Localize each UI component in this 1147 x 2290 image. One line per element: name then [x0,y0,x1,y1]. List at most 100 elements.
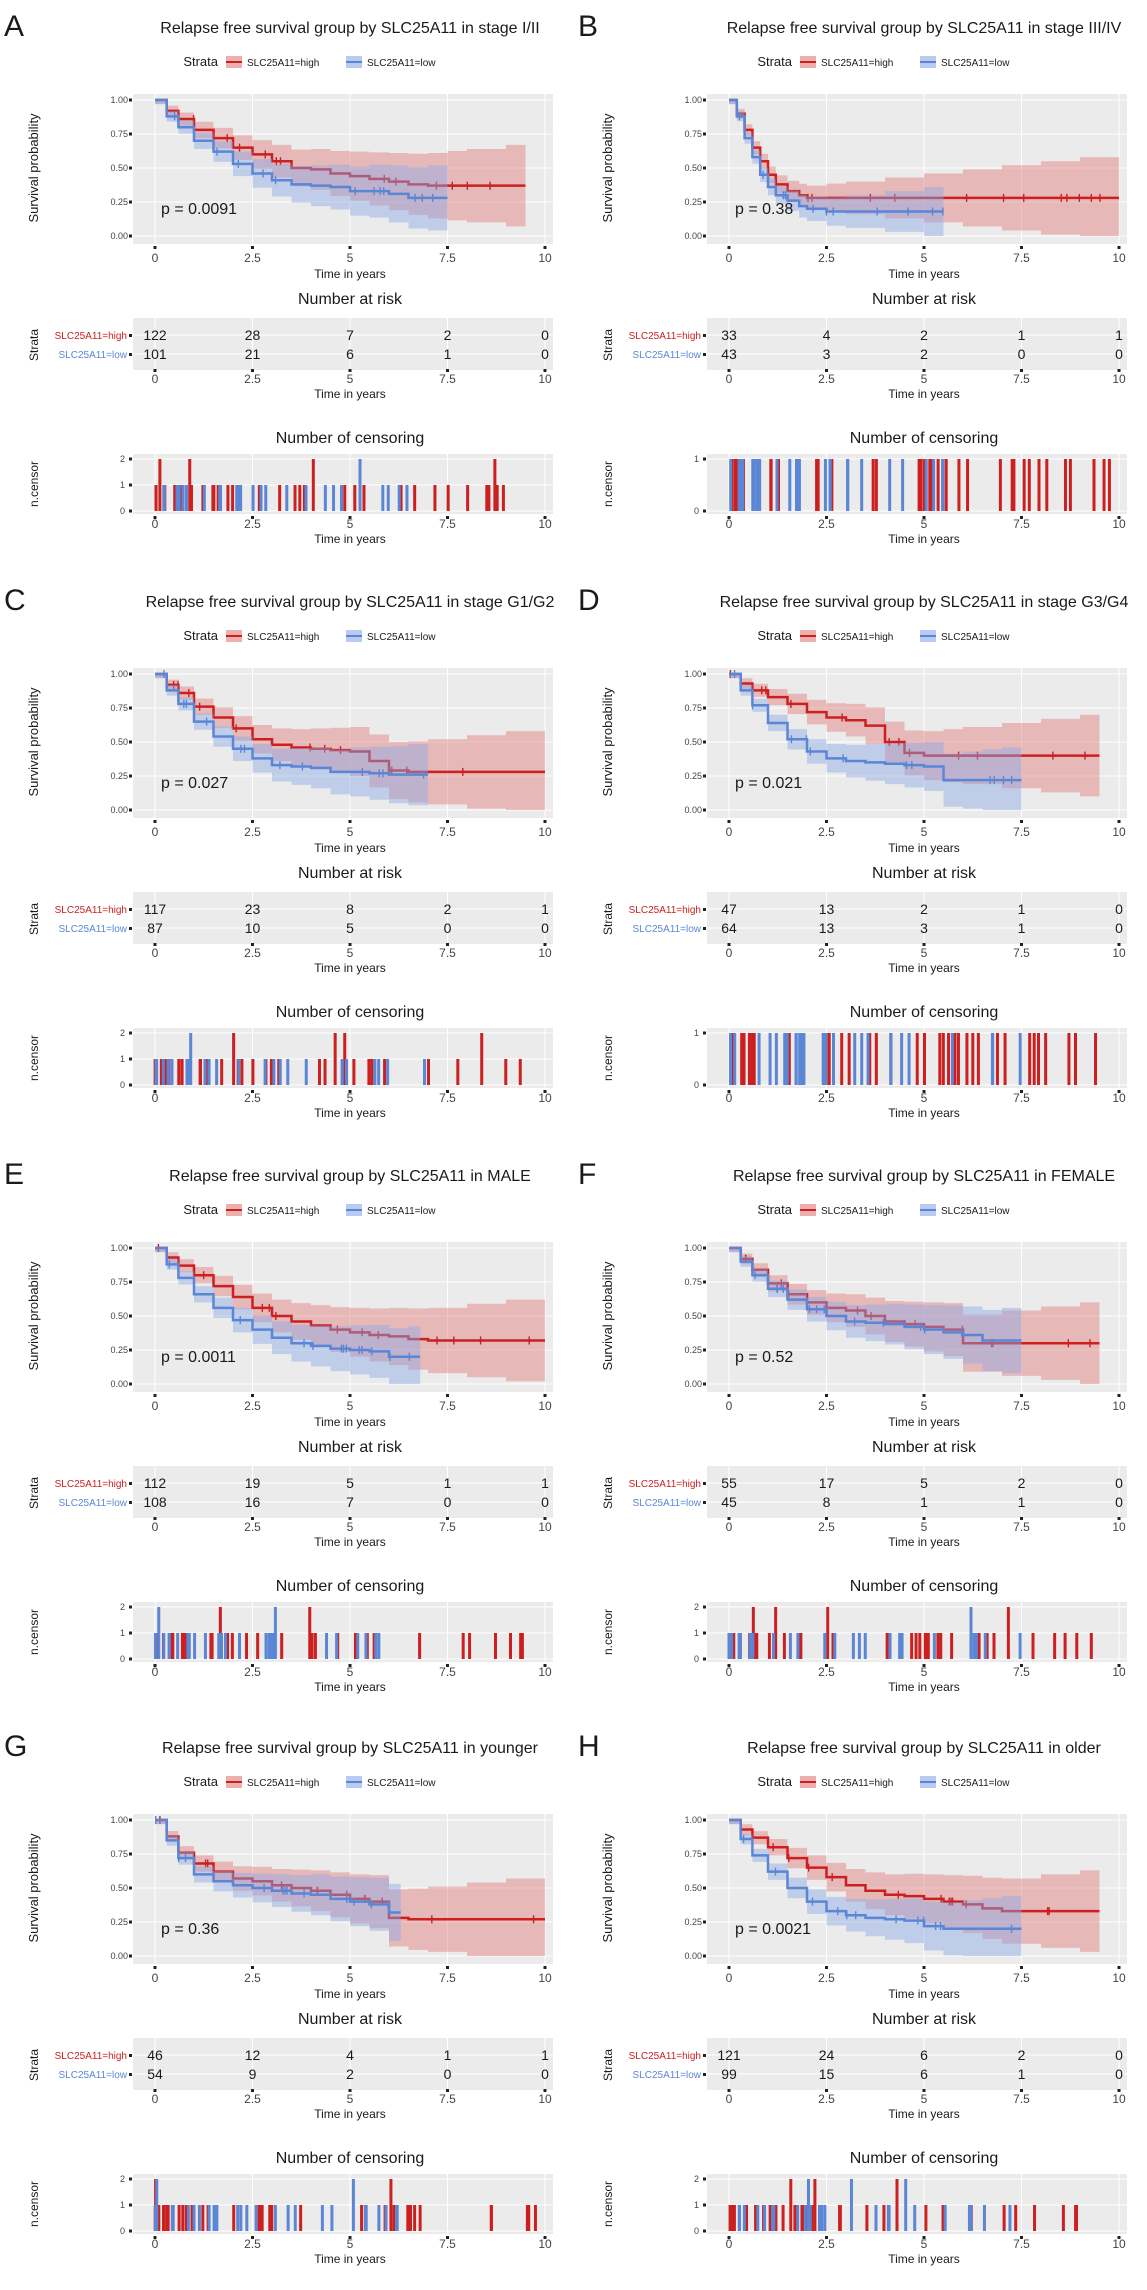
y-tick-label: 0.75 [110,129,128,139]
x-tick-mark [543,516,547,519]
censor-y-axis-label: n.censor [27,1035,41,1081]
risk-value-high: 1 [444,1475,452,1491]
legend-low-label: SLC25A11=low [941,632,1010,643]
risk-y-axis-label: Strata [601,1477,615,1509]
censor-plot-title: Number of censoring [276,2150,425,2167]
risk-table-title: Number at risk [298,2011,403,2028]
y-tick-mark [703,808,706,812]
risk-value-high: 1 [1018,327,1026,343]
y-tick-mark [129,1482,132,1485]
panel-letter: G [4,1730,27,1763]
confidence-band-low [155,100,448,233]
x-tick-label: 10 [538,1520,552,1534]
x-tick-mark [1020,516,1023,519]
x-tick-label: 7.5 [1013,1971,1030,1985]
risk-y-axis-label: Strata [27,1477,41,1509]
x-tick-mark [153,2089,157,2092]
censor-plot-title: Number of censoring [276,430,425,447]
x-tick-mark [543,943,547,946]
chart-title: Relapse free survival group by SLC25A11 … [733,1168,1115,1185]
risk-value-high: 17 [819,1475,835,1491]
censor-y-tick: 0 [694,1080,699,1090]
x-tick-label: 7.5 [439,1971,456,1985]
y-axis-label: Survival probability [26,687,41,797]
x-tick-mark [543,1394,547,1397]
x-tick-mark [153,1664,157,1667]
y-tick-label: 0.25 [110,197,128,207]
censor-y-tick: 1 [694,454,699,464]
x-tick-mark [922,2236,926,2239]
x-tick-label: 10 [1112,2237,1126,2251]
y-tick-mark [129,1852,132,1856]
y-tick-mark [129,1314,132,1318]
risk-value-low: 87 [147,920,163,936]
x-tick-label: 7.5 [439,2092,456,2106]
risk-y-axis-label: Strata [27,2049,41,2081]
risk-value-high: 2 [920,327,928,343]
x-axis-label: Time in years [888,1987,960,2001]
x-axis-label: Time in years [314,1106,386,1120]
survival-curve-high [155,1818,545,1921]
y-axis-label: Survival probability [26,1261,41,1371]
risk-value-high: 4 [823,327,831,343]
risk-value-low: 0 [1115,346,1123,362]
confidence-band-low [729,1248,1022,1376]
chart-title: Relapse free survival group by SLC25A11 … [162,1740,539,1757]
confidence-band-high [155,1248,545,1384]
y-tick-mark [129,1348,132,1352]
risk-y-axis-label: Strata [601,903,615,935]
censor-plot-title: Number of censoring [850,1004,999,1021]
x-tick-mark [348,2236,352,2239]
x-tick-label: 0 [152,825,159,839]
x-tick-label: 7.5 [439,2237,456,2251]
y-tick-mark [703,200,706,204]
x-tick-label: 0 [152,372,159,386]
x-tick-label: 10 [1112,1520,1126,1534]
x-tick-mark [825,246,828,249]
censor-y-tick: 2 [694,1602,699,1612]
risk-value-high: 0 [1115,2047,1123,2063]
legend-low-label: SLC25A11=low [941,58,1010,69]
y-tick-mark [703,234,706,238]
censor-y-tick: 0 [694,2226,699,2236]
risk-y-axis-label: Strata [601,329,615,361]
panel-letter: F [578,1158,596,1191]
legend-strata-label: Strata [757,1202,792,1217]
censor-y-axis-label: n.censor [601,1609,615,1655]
x-tick-label: 7.5 [439,372,456,386]
x-tick-label: 5 [347,1520,354,1534]
censor-y-tick: 1 [120,480,125,490]
x-tick-label: 0 [152,1520,159,1534]
x-axis-label: Time in years [314,387,386,401]
panel-letter: E [4,1158,24,1191]
risk-value-low: 0 [541,1494,549,1510]
x-tick-label: 2.5 [244,1665,261,1679]
legend: Strata SLC25A11=high SLC25A11=low [183,54,436,69]
p-value-label: p = 0.027 [161,775,228,792]
x-tick-label: 5 [921,825,928,839]
y-tick-label: 0.50 [110,163,128,173]
x-tick-label: 2.5 [818,1971,835,1985]
censor-y-axis-label: n.censor [27,1609,41,1655]
y-tick-mark [129,457,132,461]
risk-value-high: 19 [245,1475,261,1491]
censor-y-tick: 1 [120,1628,125,1638]
y-tick-mark [703,1605,706,1609]
censor-y-tick: 2 [120,2174,125,2184]
y-tick-mark [129,1818,132,1822]
y-tick-mark [129,774,132,778]
y-tick-label: 0.25 [684,1917,702,1927]
x-tick-mark [543,2089,547,2092]
survival-curve-low [729,672,1022,782]
survival-curve-low [729,1246,1022,1342]
x-tick-label: 10 [538,1399,552,1413]
risk-value-high: 2 [920,901,928,917]
risk-value-high: 28 [245,327,261,343]
panel-letter: B [578,10,598,43]
censor-plot-title: Number of censoring [276,1004,425,1021]
x-tick-label: 2.5 [818,372,835,386]
legend-low-label: SLC25A11=low [367,1206,436,1217]
x-tick-mark [825,820,828,823]
y-tick-mark [703,1280,706,1284]
x-tick-mark [1117,2236,1121,2239]
